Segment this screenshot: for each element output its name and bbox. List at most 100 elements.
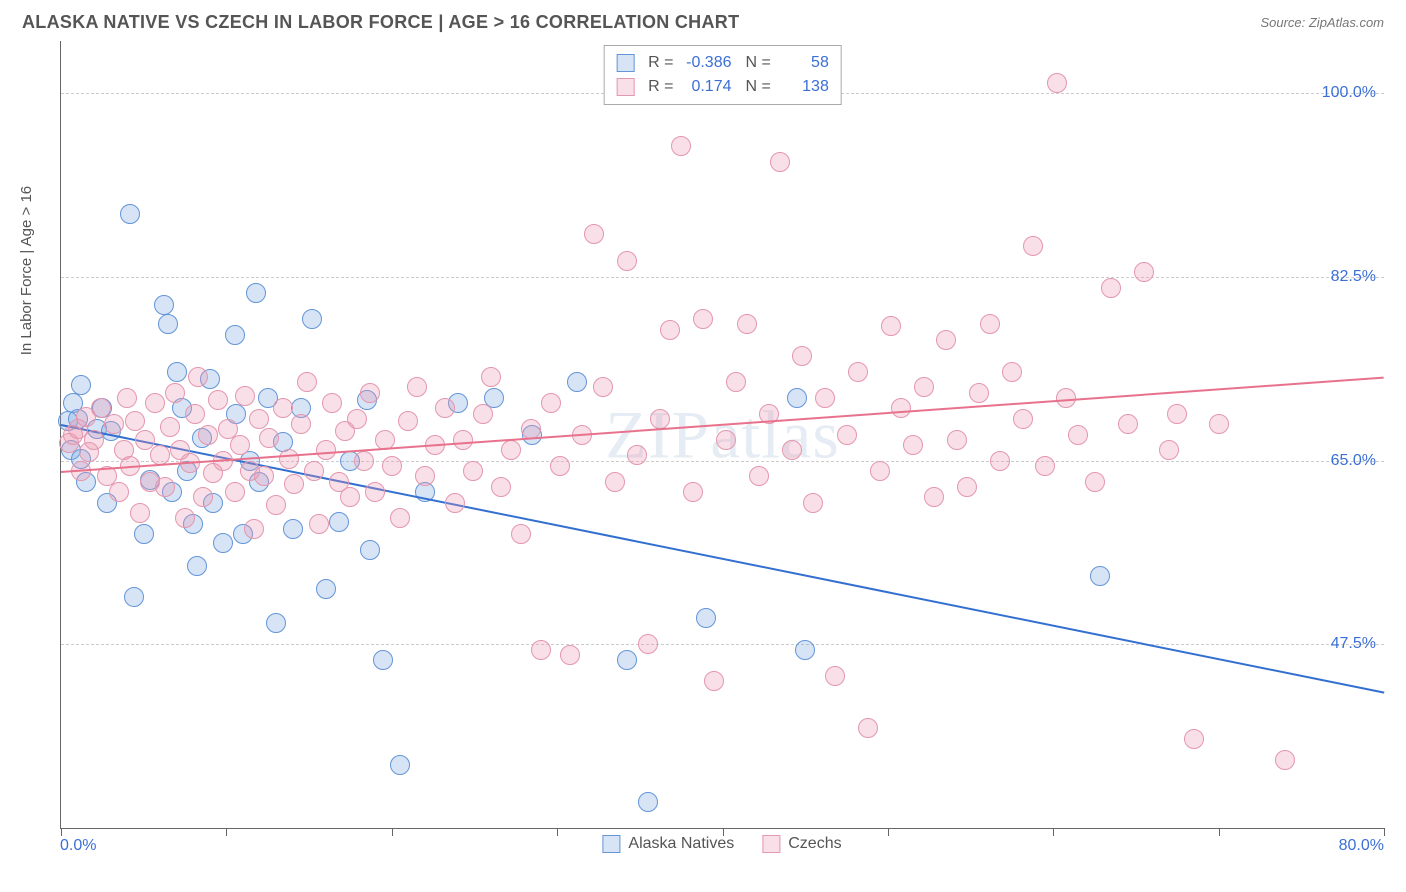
scatter-point-czech [398,411,418,431]
scatter-point-czech [291,414,311,434]
scatter-point-czech [1159,440,1179,460]
scatter-point-czech [354,451,374,471]
scatter-point-czech [415,466,435,486]
scatter-point-czech [936,330,956,350]
scatter-point-czech [605,472,625,492]
scatter-point-czech [117,388,137,408]
scatter-point-czech [1085,472,1105,492]
stats-row-czech: R =0.174N =138 [616,75,829,99]
stats-swatch-alaska [616,54,634,72]
scatter-point-alaska [246,283,266,303]
scatter-point-czech [244,519,264,539]
scatter-point-czech [1013,409,1033,429]
chart-area: ZIPatlas 47.5%65.0%82.5%100.0% R =-0.386… [60,41,1384,829]
y-tick-label: 65.0% [1331,452,1376,470]
scatter-point-czech [340,487,360,507]
legend-label-alaska: Alaska Natives [628,835,734,853]
scatter-point-czech [560,645,580,665]
scatter-point-czech [235,386,255,406]
scatter-point-alaska [795,640,815,660]
scatter-point-czech [782,440,802,460]
scatter-point-czech [792,346,812,366]
scatter-point-czech [584,224,604,244]
scatter-point-czech [693,309,713,329]
scatter-point-czech [1101,278,1121,298]
scatter-point-czech [541,393,561,413]
chart-title: ALASKA NATIVE VS CZECH IN LABOR FORCE | … [22,12,739,33]
scatter-point-czech [249,409,269,429]
scatter-point-czech [230,435,250,455]
scatter-point-czech [284,474,304,494]
scatter-point-czech [660,320,680,340]
stats-swatch-czech [616,78,634,96]
scatter-point-czech [208,390,228,410]
scatter-point-czech [491,477,511,497]
scatter-point-alaska [187,556,207,576]
scatter-point-czech [185,404,205,424]
scatter-point-czech [617,251,637,271]
x-axis-max-label: 80.0% [1339,837,1384,855]
scatter-point-czech [104,414,124,434]
scatter-point-alaska [213,533,233,553]
scatter-point-czech [749,466,769,486]
scatter-point-czech [481,367,501,387]
scatter-point-czech [671,136,691,156]
scatter-point-czech [254,466,274,486]
scatter-point-alaska [617,650,637,670]
scatter-point-czech [947,430,967,450]
scatter-point-czech [407,377,427,397]
scatter-point-czech [165,383,185,403]
plot-surface: ZIPatlas 47.5%65.0%82.5%100.0% [61,41,1384,828]
scatter-point-czech [297,372,317,392]
scatter-point-czech [914,377,934,397]
scatter-point-alaska [225,325,245,345]
scatter-point-czech [837,425,857,445]
scatter-point-czech [957,477,977,497]
stats-n-value-alaska: 58 [781,51,829,75]
scatter-point-czech [198,425,218,445]
scatter-point-alaska [567,372,587,392]
scatter-point-czech [683,482,703,502]
scatter-point-czech [891,398,911,418]
scatter-point-czech [924,487,944,507]
scatter-point-czech [473,404,493,424]
legend-item-czech: Czechs [762,835,841,853]
stats-r-label: R = [648,51,673,75]
scatter-point-czech [638,634,658,654]
scatter-point-czech [135,430,155,450]
y-tick-label: 82.5% [1331,268,1376,286]
scatter-point-czech [193,487,213,507]
y-tick-label: 47.5% [1331,635,1376,653]
scatter-point-alaska [134,524,154,544]
scatter-point-czech [445,493,465,513]
scatter-point-czech [259,428,279,448]
scatter-point-czech [1047,73,1067,93]
scatter-point-czech [770,152,790,172]
legend-swatch-czech [762,835,780,853]
legend-swatch-alaska [602,835,620,853]
scatter-point-czech [1068,425,1088,445]
scatter-point-alaska [329,512,349,532]
scatter-point-czech [511,524,531,544]
scatter-point-czech [304,461,324,481]
scatter-point-czech [84,430,104,450]
scatter-point-czech [125,411,145,431]
scatter-point-czech [347,409,367,429]
scatter-point-czech [1035,456,1055,476]
scatter-point-alaska [787,388,807,408]
scatter-point-czech [881,316,901,336]
scatter-point-czech [435,398,455,418]
stats-r-label: R = [648,75,673,99]
scatter-point-czech [273,398,293,418]
scatter-point-czech [815,388,835,408]
scatter-point-alaska [638,792,658,812]
scatter-point-alaska [1090,566,1110,586]
scatter-point-czech [175,508,195,528]
scatter-point-czech [1275,750,1295,770]
scatter-point-czech [160,417,180,437]
scatter-point-czech [716,430,736,450]
scatter-point-czech [903,435,923,455]
scatter-point-czech [130,503,150,523]
scatter-point-czech [1134,262,1154,282]
scatter-point-czech [1209,414,1229,434]
